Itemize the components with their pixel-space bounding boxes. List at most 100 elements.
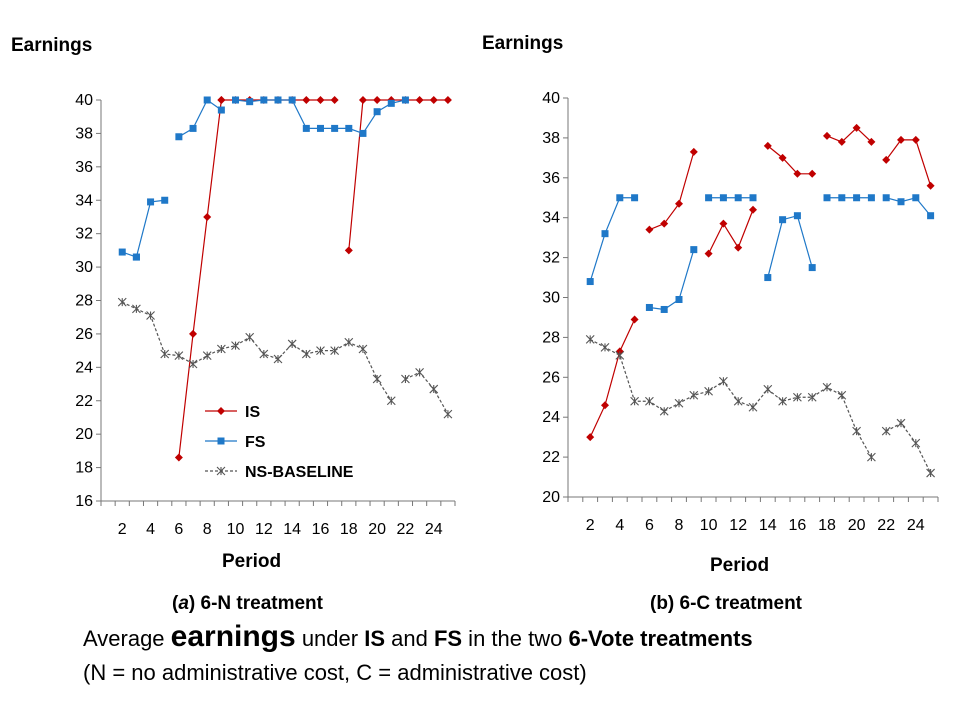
chart-a-y-tick-label: 28: [75, 293, 93, 310]
chart-b-is-point: [601, 401, 609, 410]
chart-b-is-point: [837, 137, 846, 146]
legend-fs-marker: [217, 437, 225, 445]
chart-b-is-line: [708, 209, 754, 254]
chart-b-fs-point: [586, 278, 594, 286]
chart-a-x-tick-label: 8: [203, 521, 212, 538]
chart-b-is-point: [675, 199, 683, 208]
chart-b-ns-baseline-point: [881, 426, 891, 436]
chart-a-fs-line: [178, 99, 222, 138]
chart-a-y-tick-label: 20: [75, 426, 93, 443]
chart-a-fs-point: [274, 96, 282, 104]
chart-a-ns-baseline-point: [146, 311, 155, 320]
chart-b-ns-baseline-point: [763, 384, 773, 394]
chart-a-ns-baseline-point: [160, 349, 170, 359]
chart-b-x-tick-label: 18: [818, 517, 836, 534]
chart-b-ns-baseline-point: [674, 398, 684, 408]
chart-a-ns-baseline-point: [245, 332, 255, 342]
chart-a-is-point: [203, 212, 212, 221]
chart-a-fs-point: [217, 106, 225, 114]
chart-a-ns-baseline-point: [316, 346, 325, 356]
chart-b-fs-point: [897, 198, 905, 206]
chart-a-series-ns-baseline: [117, 297, 453, 419]
chart-a-ns-baseline-point: [358, 344, 368, 354]
chart-b-fs-point: [675, 295, 683, 303]
chart-a-is-point: [358, 96, 367, 104]
chart-b-ns-baseline-point: [926, 468, 935, 478]
chart-a-fs-point: [175, 133, 183, 141]
chart-b-is-point: [645, 225, 654, 234]
chart-a-ns-baseline-point: [216, 344, 226, 354]
chart-a-fs-point: [161, 196, 169, 204]
chart-b-y-tick-label: 38: [542, 130, 560, 147]
chart-a-ns-baseline-point: [344, 337, 354, 347]
summary-emphasis-earnings: earnings: [170, 620, 296, 653]
chart-b-y-tick-label: 28: [542, 329, 560, 346]
chart-b-is-point: [867, 137, 876, 146]
chart-b-is-point: [630, 315, 639, 324]
chart-b-is-point: [778, 153, 787, 162]
chart-b-ns-baseline-point: [778, 396, 787, 406]
chart-a-is-point: [302, 96, 311, 104]
chart-b-fs-point: [882, 194, 890, 202]
chart-b-fs-point: [853, 194, 861, 202]
chart-b-is-point: [882, 155, 891, 164]
chart-b-ns-baseline-point: [896, 418, 906, 428]
chart-b-x-tick-label: 22: [877, 517, 895, 534]
chart-a-x-tick-label: 12: [255, 521, 273, 538]
chart-b-ns-baseline-point: [704, 386, 713, 396]
chart-a-ns-baseline-point: [231, 341, 240, 351]
chart-a-x-tick-label: 20: [368, 521, 386, 538]
chart-b-is-point: [719, 219, 728, 228]
chart-b-ns-baseline-point: [733, 396, 743, 406]
chart-b-fs-line: [589, 197, 635, 282]
chart-b-fs-point: [867, 194, 875, 202]
chart-a-x-tick-label: 4: [146, 521, 155, 538]
chart-a-fs-point: [203, 96, 211, 104]
chart-a-x-axis-label: Period: [222, 551, 282, 572]
chart-b-ns-baseline-point: [615, 350, 625, 360]
chart-a-fs-point: [246, 98, 254, 106]
chart-a-y-tick-label: 18: [75, 460, 93, 477]
chart-b-fs-point: [838, 194, 846, 202]
legend-ns-baseline-marker: [216, 466, 226, 476]
chart-b-y-tick-label: 32: [542, 250, 560, 267]
chart-a-y-tick-label: 24: [75, 359, 93, 376]
chart-b-fs-point: [749, 194, 757, 202]
chart-a-ns-baseline-point: [301, 349, 311, 359]
chart-a-fs-point: [331, 124, 339, 132]
chart-b-ns-baseline-point: [719, 376, 728, 386]
chart-b-is-line: [589, 319, 636, 438]
chart-b-ns-baseline-point: [659, 406, 669, 416]
chart-b-y-axis-label: Earnings: [482, 33, 564, 54]
chart-b-is-line: [826, 127, 872, 143]
chart-b-ns-baseline-point: [748, 402, 758, 412]
chart-b-ns-baseline-point: [867, 452, 876, 462]
chart-b-fs-point: [645, 303, 653, 311]
chart-a-fs-point: [147, 198, 155, 206]
summary-treatments: 6-Vote treatments: [568, 626, 753, 651]
legend-fs-label: FS: [245, 434, 266, 451]
chart-a-y-tick-label: 30: [75, 259, 93, 276]
chart-b-is-point: [660, 219, 669, 228]
chart-a-ns-baseline-point: [372, 374, 382, 384]
chart-a-is-point: [443, 96, 452, 104]
chart-b-y-tick-label: 36: [542, 170, 560, 187]
legend-is-label: IS: [245, 404, 260, 421]
chart-b-ns-baseline-point: [689, 390, 699, 400]
chart-b-is-line: [767, 145, 813, 175]
chart-a-fs-point: [288, 96, 296, 104]
chart-b-ns-baseline-point: [585, 335, 595, 344]
chart-b-ns-baseline-point: [837, 390, 847, 400]
chart-a-is-point: [189, 329, 198, 338]
chart-a-series-fs: [118, 96, 409, 261]
chart-a-fs-point: [345, 124, 353, 132]
chart-a-y-tick-label: 40: [75, 92, 93, 109]
chart-b-x-axis-label: Period: [710, 555, 770, 576]
chart-a-is-point: [174, 453, 183, 462]
summary-text-4: in the two: [462, 626, 569, 651]
chart-a-ns-baseline-point: [174, 351, 184, 361]
chart-b-is-line: [885, 139, 932, 186]
chart-b-is-point: [808, 169, 817, 178]
chart-b-x-tick-label: 8: [675, 517, 684, 534]
